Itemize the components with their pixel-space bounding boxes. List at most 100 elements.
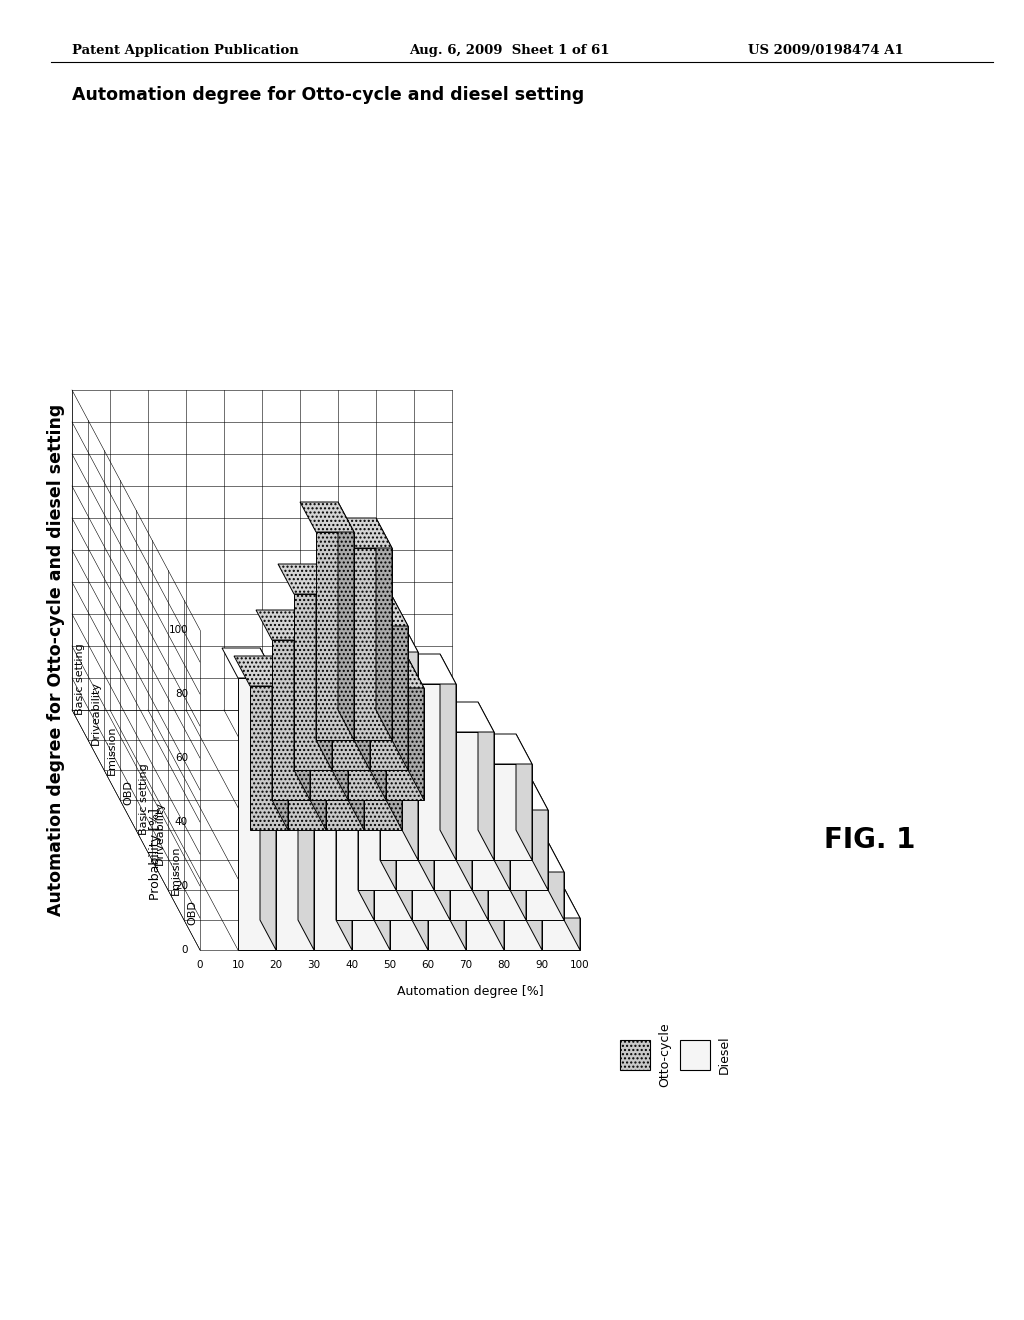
Polygon shape [526,888,580,917]
Polygon shape [434,777,488,808]
Polygon shape [316,579,370,610]
Polygon shape [402,622,418,861]
Polygon shape [526,873,564,920]
Polygon shape [348,704,402,734]
Polygon shape [380,700,434,730]
Polygon shape [370,657,424,688]
Polygon shape [354,579,370,770]
Polygon shape [342,684,396,714]
Polygon shape [396,762,450,792]
Polygon shape [386,688,424,800]
Polygon shape [494,764,532,861]
Polygon shape [412,792,450,920]
Polygon shape [472,777,510,890]
Text: Otto-cycle: Otto-cycle [658,1023,671,1088]
Text: Driveability: Driveability [91,681,101,744]
Polygon shape [272,656,288,830]
Polygon shape [450,808,466,950]
Polygon shape [456,715,472,890]
Polygon shape [488,840,526,920]
Polygon shape [412,776,428,950]
Polygon shape [504,902,542,950]
Text: 80: 80 [498,960,511,970]
Polygon shape [354,548,392,741]
Polygon shape [358,730,412,760]
Polygon shape [332,642,386,672]
Text: 0: 0 [197,960,203,970]
Polygon shape [450,840,504,870]
Polygon shape [310,656,348,800]
Polygon shape [358,714,374,920]
Text: Automation degree for Otto-cycle and diesel setting: Automation degree for Otto-cycle and die… [72,86,584,104]
Polygon shape [374,760,412,920]
Polygon shape [472,777,488,920]
Text: 40: 40 [345,960,358,970]
Text: Aug. 6, 2009  Sheet 1 of 61: Aug. 6, 2009 Sheet 1 of 61 [410,44,610,57]
Polygon shape [380,652,418,861]
Text: OBD: OBD [187,900,197,925]
Text: Probability [%]: Probability [%] [148,808,162,900]
Polygon shape [456,748,510,777]
Polygon shape [364,622,418,652]
Polygon shape [250,686,288,830]
Polygon shape [390,807,428,950]
Polygon shape [276,710,314,950]
Polygon shape [396,730,412,920]
Text: 80: 80 [175,689,188,700]
Text: OBD: OBD [123,780,133,805]
Polygon shape [352,774,390,950]
Polygon shape [336,744,390,774]
Text: 40: 40 [175,817,188,828]
Polygon shape [478,734,532,764]
Polygon shape [298,680,314,950]
Polygon shape [526,873,542,950]
Polygon shape [450,808,488,920]
Polygon shape [510,810,548,890]
Polygon shape [272,672,326,702]
Polygon shape [294,626,348,656]
Polygon shape [488,840,504,950]
Polygon shape [256,610,310,640]
Polygon shape [332,610,370,770]
Polygon shape [238,678,276,950]
Polygon shape [314,742,352,950]
Polygon shape [418,684,456,861]
Text: Automation degree [%]: Automation degree [%] [396,985,544,998]
Polygon shape [338,517,392,548]
Polygon shape [326,718,364,830]
Polygon shape [374,744,390,950]
Text: 60: 60 [422,960,434,970]
Text: FIG. 1: FIG. 1 [824,826,915,854]
Text: Basic setting: Basic setting [75,643,85,715]
Text: Patent Application Publication: Patent Application Publication [72,44,298,57]
Polygon shape [418,715,472,746]
Text: Diesel: Diesel [718,1036,731,1074]
Text: 10: 10 [231,960,245,970]
Text: 20: 20 [175,880,188,891]
Polygon shape [564,888,580,950]
Bar [620,1040,650,1071]
Polygon shape [434,746,472,890]
Polygon shape [234,656,288,686]
Polygon shape [408,657,424,800]
Polygon shape [336,744,374,920]
Polygon shape [260,680,314,710]
Text: 50: 50 [383,960,396,970]
Polygon shape [396,730,434,890]
Polygon shape [434,762,450,920]
Polygon shape [336,711,352,950]
Polygon shape [428,838,466,950]
Polygon shape [222,648,276,678]
Text: US 2009/0198474 A1: US 2009/0198474 A1 [748,44,903,57]
Polygon shape [532,780,548,890]
Polygon shape [376,517,392,741]
Polygon shape [488,873,542,902]
Polygon shape [418,700,434,890]
Polygon shape [542,917,580,950]
Polygon shape [354,597,408,626]
Polygon shape [278,564,332,594]
Polygon shape [319,714,374,744]
Polygon shape [548,842,564,920]
Polygon shape [288,702,326,830]
Text: 100: 100 [168,624,188,635]
